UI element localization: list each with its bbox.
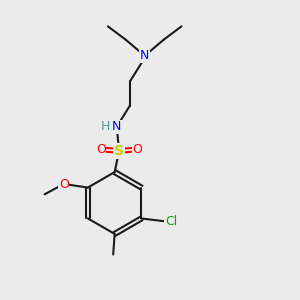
Text: Cl: Cl bbox=[165, 215, 177, 228]
Text: O: O bbox=[96, 143, 106, 156]
Text: O: O bbox=[132, 143, 142, 156]
Text: H: H bbox=[101, 120, 110, 133]
Text: N: N bbox=[112, 120, 122, 133]
Text: N: N bbox=[140, 49, 149, 62]
Text: O: O bbox=[59, 178, 69, 190]
Text: S: S bbox=[114, 144, 124, 158]
